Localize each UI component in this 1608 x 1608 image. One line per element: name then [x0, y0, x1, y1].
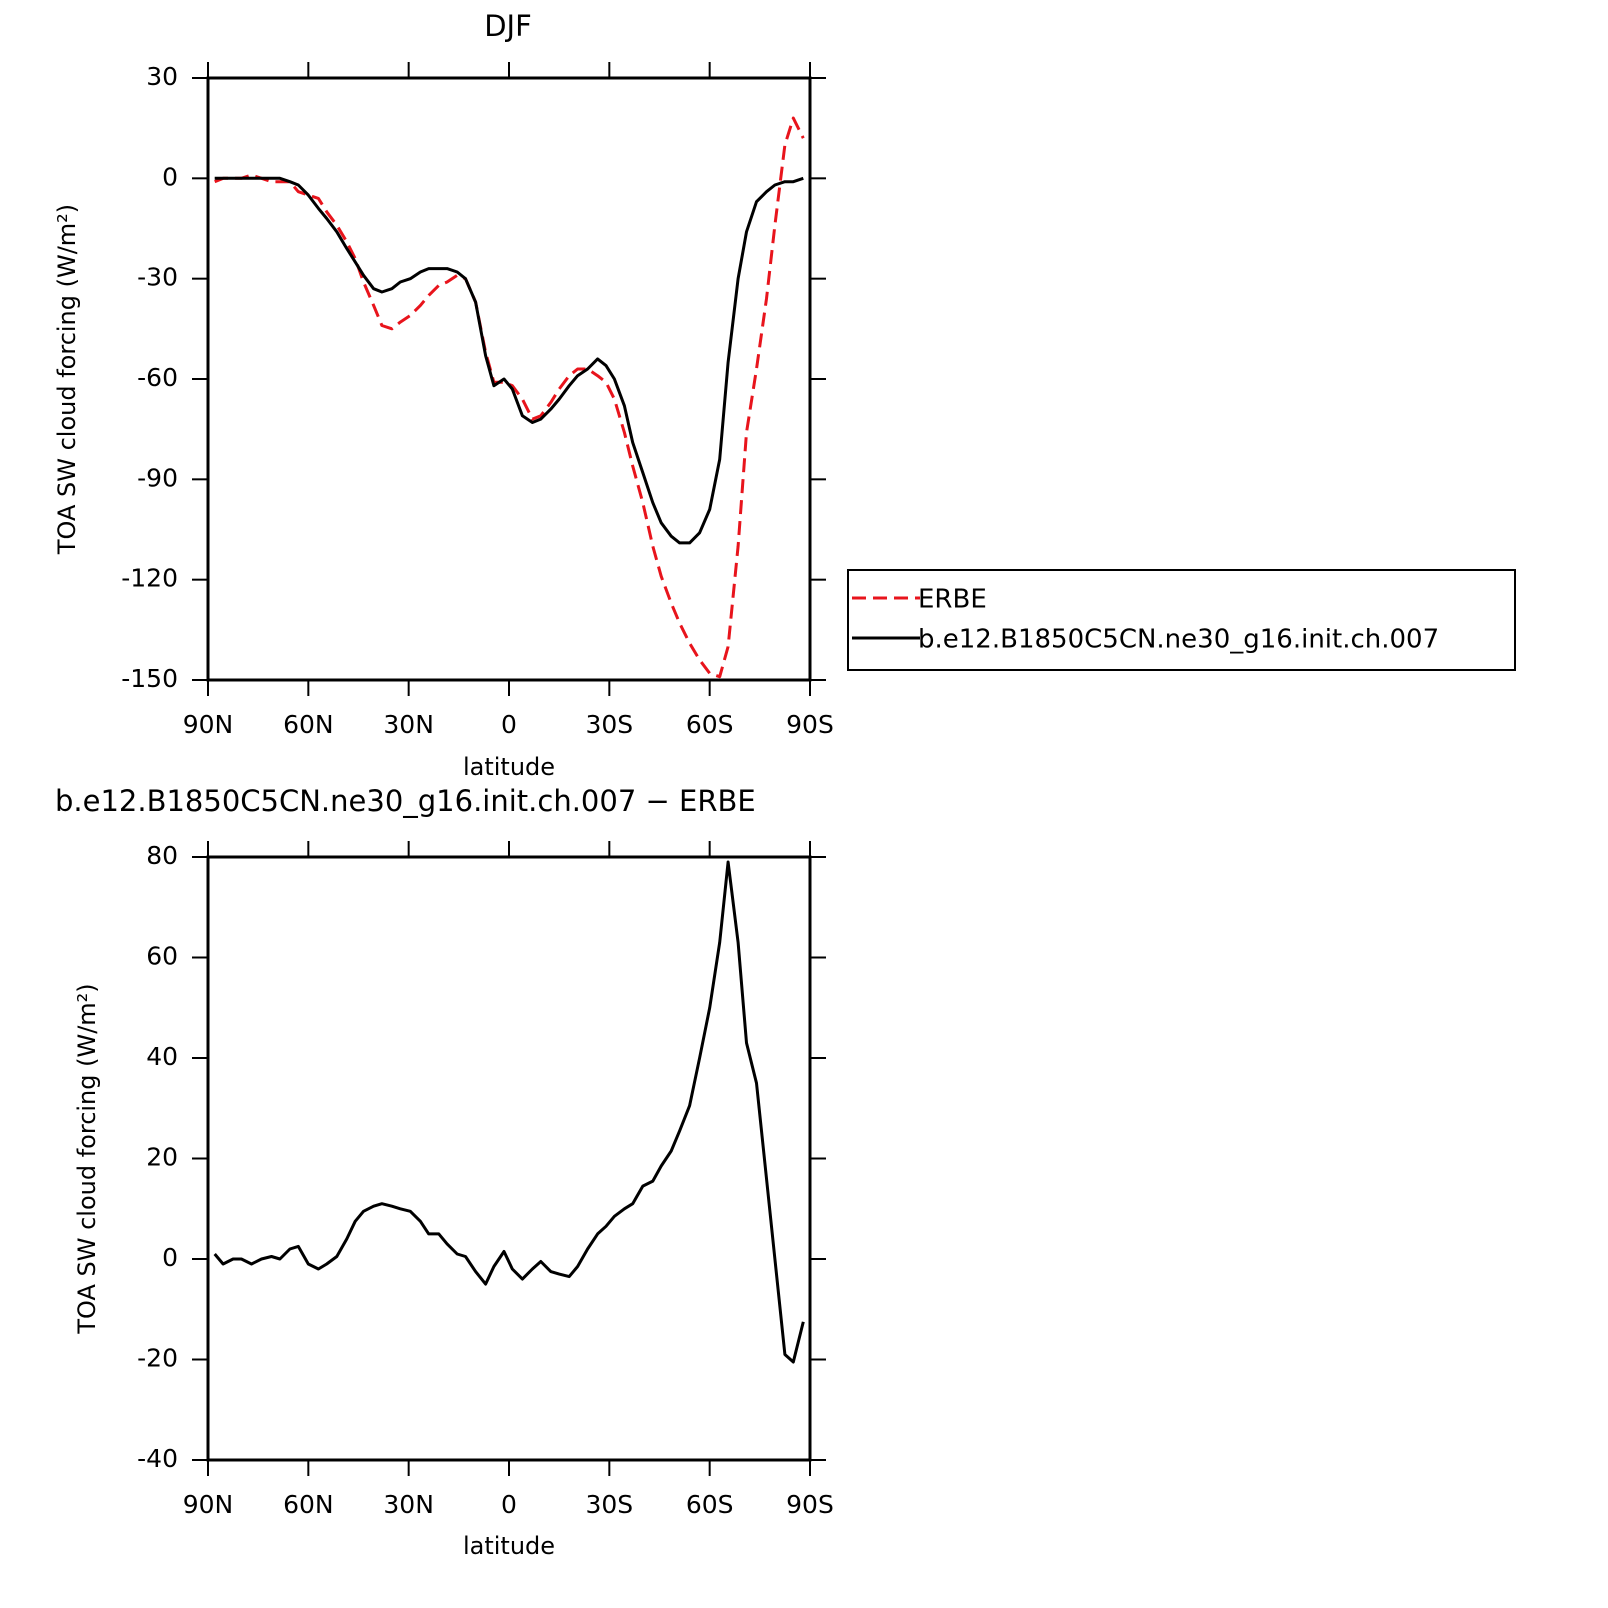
legend-label: b.e12.B1850C5CN.ne30_g16.init.ch.007 [918, 625, 1439, 655]
y-tick-label: 30 [146, 62, 178, 91]
x-axis-label: latitude [463, 1532, 555, 1560]
y-tick-label: -20 [137, 1344, 178, 1373]
y-tick-label: 20 [146, 1143, 178, 1172]
x-tick-label: 0 [501, 1490, 517, 1519]
data-line [214, 176, 804, 545]
legend-label: ERBE [918, 585, 987, 615]
x-tick-label: 90N [183, 1490, 234, 1519]
y-axis-label: TOA SW cloud forcing (W/m²) [73, 983, 101, 1334]
y-tick-label: -30 [137, 263, 178, 292]
y-tick-label: -60 [137, 363, 178, 392]
y-tick-label: 80 [146, 841, 178, 870]
chart-title: DJF [484, 9, 532, 43]
legend: ERBE b.e12.B1850C5CN.ne30_g16.init.ch.007 [847, 569, 1516, 671]
y-tick-label: -90 [137, 463, 178, 492]
y-tick-label: 0 [162, 162, 178, 191]
y-tick-label: 0 [162, 1243, 178, 1272]
x-tick-label: 60S [686, 1490, 734, 1519]
y-tick-label: -120 [121, 564, 178, 593]
x-tick-label: 90S [786, 1490, 834, 1519]
x-tick-label: 60S [686, 710, 734, 739]
x-tick-label: 30N [383, 710, 434, 739]
y-tick-label: -40 [137, 1444, 178, 1473]
plot-frame [206, 76, 812, 682]
chart-title: b.e12.B1850C5CN.ne30_g16.init.ch.007 − E… [55, 784, 756, 818]
x-tick-label: 90S [786, 710, 834, 739]
data-line [214, 116, 805, 679]
y-tick-label: 40 [146, 1042, 178, 1071]
x-axis-label: latitude [463, 753, 555, 781]
data-line [213, 860, 805, 1364]
x-tick-label: 60N [283, 1490, 334, 1519]
legend-box [847, 569, 1516, 671]
x-tick-label: 0 [501, 710, 517, 739]
x-tick-label: 90N [183, 710, 234, 739]
y-axis-label: TOA SW cloud forcing (W/m²) [53, 204, 81, 555]
x-tick-label: 30S [585, 1490, 633, 1519]
y-tick-label: -150 [121, 664, 178, 693]
y-tick-label: 60 [146, 942, 178, 971]
x-tick-label: 30S [585, 710, 633, 739]
x-tick-label: 60N [283, 710, 334, 739]
x-tick-label: 30N [383, 1490, 434, 1519]
